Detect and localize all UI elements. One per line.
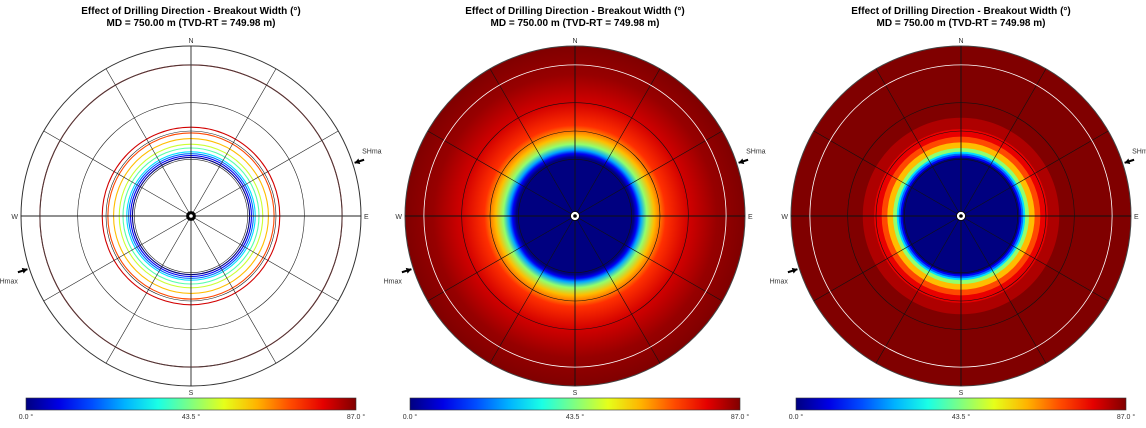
direction-label-e: E: [748, 214, 753, 221]
shmax-label-2: SHmax: [770, 278, 788, 285]
shmax-label-2: SHmax: [0, 278, 18, 285]
colorbar: [409, 397, 741, 411]
inclination-circle-30: [134, 159, 248, 273]
colorbar-min-label: 0.0 °: [403, 413, 418, 421]
inclination-circle-80: [809, 64, 1113, 368]
direction-label-n: N: [958, 38, 963, 45]
direction-label-w: W: [395, 214, 402, 221]
direction-label-s: S: [959, 390, 964, 397]
colorbar: [25, 397, 357, 411]
chart-panel-1: Effect of Drilling Direction - Breakout …: [0, 0, 382, 428]
shmax-arrowhead-2: [405, 267, 412, 274]
inclination-circle-45: [489, 130, 661, 302]
colorbar-mid-label: 43.5 °: [182, 413, 201, 421]
direction-label-w: W: [781, 214, 788, 221]
shmax-arrowhead-2: [791, 267, 798, 274]
colorbar-max-label: 87.0 °: [347, 413, 366, 421]
direction-label-n: N: [188, 38, 193, 45]
colorbar-max-label: 87.0 °: [731, 413, 750, 421]
colorbar-min-label: 0.0 °: [19, 413, 34, 421]
shmax-arrowhead-1: [1124, 158, 1131, 165]
inclination-circle-30: [904, 159, 1018, 273]
direction-label-e: E: [1134, 214, 1139, 221]
inclination-circle-80: [39, 64, 343, 368]
inclination-circle-60: [461, 102, 689, 330]
chart-panel-2: Effect of Drilling Direction - Breakout …: [384, 0, 766, 428]
direction-label-s: S: [573, 390, 578, 397]
direction-label-n: N: [572, 38, 577, 45]
chart-title: Effect of Drilling Direction - Breakout …: [81, 6, 300, 17]
colorbar: [795, 397, 1127, 411]
chart-panel-3: Effect of Drilling Direction - Breakout …: [770, 0, 1146, 428]
colorbar-mid-label: 43.5 °: [952, 413, 971, 421]
colorbar-max-label: 87.0 °: [1117, 413, 1136, 421]
shmax-arrowhead-1: [738, 158, 745, 165]
polar-chart-line-contours: Effect of Drilling Direction - Breakout …: [0, 6, 382, 421]
chart-subtitle: MD = 750.00 m (TVD-RT = 749.98 m): [491, 18, 660, 29]
inclination-circle-45: [875, 130, 1047, 302]
shmax-label-2: SHmax: [384, 278, 402, 285]
chart-subtitle: MD = 750.00 m (TVD-RT = 749.98 m): [107, 18, 276, 29]
vertical-well-marker-center: [189, 214, 193, 218]
shmax-arrowhead-1: [354, 158, 361, 165]
vertical-well-marker-center: [573, 214, 577, 218]
inclination-circle-60: [847, 102, 1075, 330]
vertical-well-marker-center: [959, 214, 963, 218]
polar-chart-smooth-fill: Effect of Drilling Direction - Breakout …: [384, 6, 766, 421]
direction-label-e: E: [364, 214, 369, 221]
shmax-label-1: SHmax: [1132, 149, 1146, 156]
direction-label-s: S: [189, 390, 194, 397]
direction-label-w: W: [11, 214, 18, 221]
chart-title: Effect of Drilling Direction - Breakout …: [851, 6, 1070, 17]
chart-subtitle: MD = 750.00 m (TVD-RT = 749.98 m): [877, 18, 1046, 29]
shmax-label-1: SHmax: [362, 149, 382, 156]
shmax-arrowhead-2: [21, 267, 28, 274]
polar-chart-banded-fill: Effect of Drilling Direction - Breakout …: [770, 6, 1146, 421]
colorbar-mid-label: 43.5 °: [566, 413, 585, 421]
shmax-label-1: SHmax: [746, 149, 766, 156]
inclination-circle-60: [77, 102, 305, 330]
inclination-circle-30: [518, 159, 632, 273]
inclination-circle-45: [105, 130, 277, 302]
colorbar-min-label: 0.0 °: [789, 413, 804, 421]
chart-title: Effect of Drilling Direction - Breakout …: [465, 6, 684, 17]
inclination-circle-80: [423, 64, 727, 368]
